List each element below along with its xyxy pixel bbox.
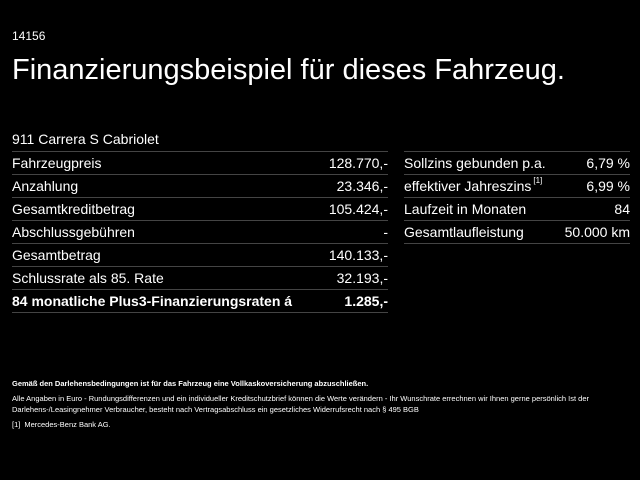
table-row: Gesamtlaufleistung 50.000 km xyxy=(404,220,630,244)
page-title: Finanzierungsbeispiel für dieses Fahrzeu… xyxy=(12,54,565,86)
row-value: 23.346,- xyxy=(308,174,388,198)
row-value: - xyxy=(308,220,388,244)
vehicle-model: 911 Carrera S Cabriolet xyxy=(12,131,159,147)
row-value: 32.193,- xyxy=(308,266,388,290)
table-row: Laufzeit in Monaten 84 xyxy=(404,197,630,221)
row-label: Gesamtbetrag xyxy=(12,243,308,267)
row-label: Anzahlung xyxy=(12,174,308,198)
table-row: Sollzins gebunden p.a. 6,79 % xyxy=(404,151,630,175)
footnote-marker: [1] xyxy=(533,176,543,185)
row-label-text: Gesamtlaufleistung xyxy=(404,224,524,240)
row-label: effektiver Jahreszins [1] xyxy=(404,174,554,198)
row-label-text: Laufzeit in Monaten xyxy=(404,201,527,217)
row-value: 84 xyxy=(554,197,630,221)
table-row: Gesamtbetrag 140.133,- xyxy=(12,243,388,267)
row-label: 84 monatliche Plus3-Finanzierungsraten á xyxy=(12,289,308,313)
row-value: 6,99 % xyxy=(554,174,630,198)
monthly-rate-row: 84 monatliche Plus3-Finanzierungsraten á… xyxy=(12,289,388,313)
offer-code: 14156 xyxy=(12,29,46,43)
footnote-marker: [1] xyxy=(12,420,21,429)
disclaimer-text: Alle Angaben in Euro - Rundungsdifferenz… xyxy=(12,394,590,414)
footnote-text: Mercedes-Benz Bank AG. xyxy=(24,420,111,429)
footnote-reference: [1] Mercedes-Benz Bank AG. xyxy=(12,419,622,430)
financing-amounts-table: Fahrzeugpreis 128.770,- Anzahlung 23.346… xyxy=(12,151,388,313)
row-label: Abschlussgebühren xyxy=(12,220,308,244)
table-row: Fahrzeugpreis 128.770,- xyxy=(12,151,388,175)
table-row: effektiver Jahreszins [1] 6,99 % xyxy=(404,174,630,198)
row-label: Gesamtkreditbetrag xyxy=(12,197,308,221)
row-label-text: Sollzins gebunden p.a. xyxy=(404,155,546,171)
row-value: 1.285,- xyxy=(308,289,388,313)
table-row: Schlussrate als 85. Rate 32.193,- xyxy=(12,266,388,290)
row-label: Schlussrate als 85. Rate xyxy=(12,266,308,290)
row-label: Sollzins gebunden p.a. xyxy=(404,151,554,175)
table-row: Anzahlung 23.346,- xyxy=(12,174,388,198)
row-value: 140.133,- xyxy=(308,243,388,267)
table-row: Gesamtkreditbetrag 105.424,- xyxy=(12,197,388,221)
table-row: Abschlussgebühren - xyxy=(12,220,388,244)
insurance-note: Gemäß den Darlehensbedingungen ist für d… xyxy=(12,379,369,388)
financing-terms-table: Sollzins gebunden p.a. 6,79 % effektiver… xyxy=(404,151,630,244)
row-value: 105.424,- xyxy=(308,197,388,221)
row-label: Gesamtlaufleistung xyxy=(404,220,554,244)
row-label: Fahrzeugpreis xyxy=(12,151,308,175)
row-value: 50.000 km xyxy=(554,220,630,244)
row-label: Laufzeit in Monaten xyxy=(404,197,554,221)
row-label-text: effektiver Jahreszins xyxy=(404,178,532,194)
row-value: 128.770,- xyxy=(308,151,388,175)
row-value: 6,79 % xyxy=(554,151,630,175)
